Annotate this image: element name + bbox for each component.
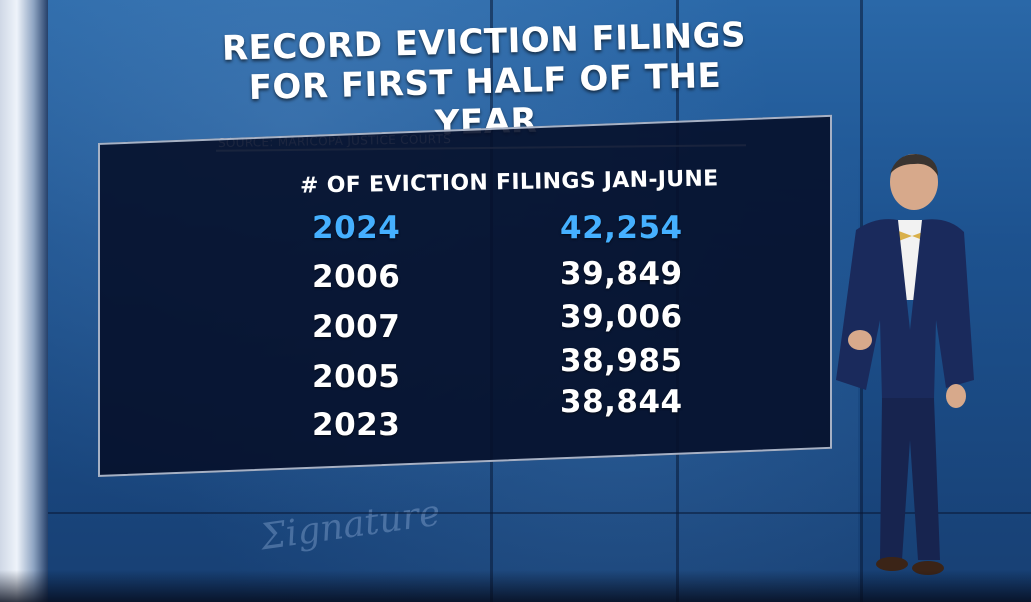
row-value: 38,985: [560, 343, 683, 379]
row-year: 2006: [312, 259, 401, 295]
panel-seam: [48, 512, 1031, 514]
row-year: 2024: [312, 210, 401, 246]
row-value: 39,849: [560, 256, 683, 292]
presenter-figure: [836, 154, 974, 575]
row-year: 2007: [312, 309, 401, 345]
row-year: 2023: [312, 407, 401, 443]
data-table-panel: [98, 114, 832, 478]
row-year: 2005: [312, 359, 401, 395]
studio-floor: [0, 570, 1031, 602]
row-value: 39,006: [560, 299, 683, 335]
row-value: 42,254: [560, 210, 683, 246]
wall-frame-left: [0, 0, 48, 602]
row-value: 38,844: [560, 384, 683, 420]
